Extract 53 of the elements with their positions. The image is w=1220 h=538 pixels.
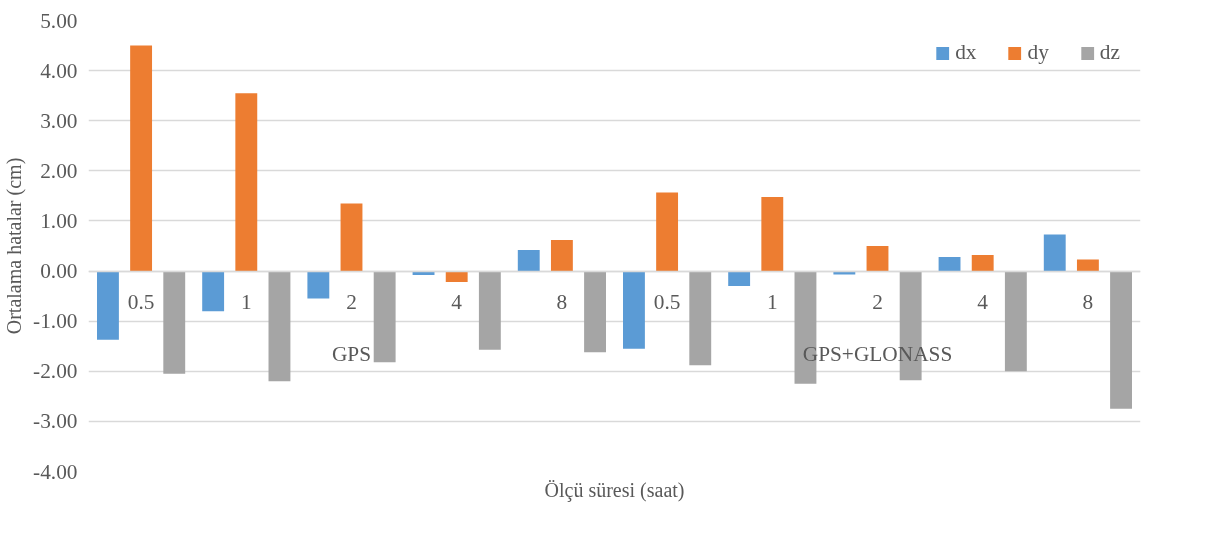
y-tick-label: 1.00	[40, 208, 78, 233]
x-tick-label: 2	[346, 290, 357, 315]
bar	[340, 203, 363, 272]
y-tick-label: 5.00	[40, 8, 78, 33]
bar	[97, 271, 119, 340]
legend-label: dx	[955, 40, 977, 65]
bar	[584, 271, 606, 353]
bar	[373, 271, 396, 363]
bar	[1043, 234, 1066, 272]
bar	[761, 196, 784, 272]
y-tick-label: -4.00	[33, 459, 78, 484]
y-axis-title: Ortalama hatalar (cm)	[3, 157, 27, 335]
x-tick-label: 2	[872, 290, 883, 315]
bar	[1110, 271, 1132, 409]
bar	[866, 246, 889, 272]
bar	[517, 250, 540, 272]
bar	[1076, 259, 1099, 272]
x-tick-label: 8	[1082, 290, 1094, 315]
y-tick-label: -1.00	[33, 309, 78, 334]
bar	[478, 271, 501, 350]
y-tick-label: 4.00	[40, 58, 78, 83]
bar	[307, 271, 330, 299]
legend-label: dy	[1027, 40, 1049, 65]
bar	[445, 271, 468, 283]
bar	[1004, 271, 1027, 372]
bar	[202, 271, 225, 312]
bar	[235, 93, 258, 272]
y-tick-label: -2.00	[33, 359, 78, 384]
x-tick-label: 4	[451, 290, 463, 315]
x-tick-label: 1	[766, 290, 778, 315]
bar	[268, 271, 291, 382]
x-axis-title: Ölçü süresi (saat)	[544, 478, 685, 502]
annotation: GPS+GLONASS	[802, 342, 953, 367]
bar	[130, 45, 153, 272]
x-tick-label: 0.5	[653, 290, 681, 315]
bar	[938, 257, 961, 272]
bar	[656, 192, 679, 272]
y-tick-label: 3.00	[40, 108, 78, 133]
bar	[163, 271, 186, 374]
bar	[689, 271, 712, 366]
x-tick-label: 8	[556, 290, 568, 315]
x-tick-label: 0.5	[127, 290, 155, 315]
x-tick-label: 4	[977, 290, 989, 315]
legend-label: dz	[1099, 40, 1120, 65]
y-tick-label: 2.00	[40, 158, 78, 183]
bar	[728, 271, 751, 287]
annotation: GPS	[331, 342, 372, 367]
bar	[550, 239, 573, 272]
y-tick-label: -3.00	[33, 409, 78, 434]
bar	[623, 271, 645, 349]
bar	[971, 255, 994, 272]
y-tick-label: 0.00	[40, 259, 78, 284]
x-tick-label: 1	[240, 290, 252, 315]
